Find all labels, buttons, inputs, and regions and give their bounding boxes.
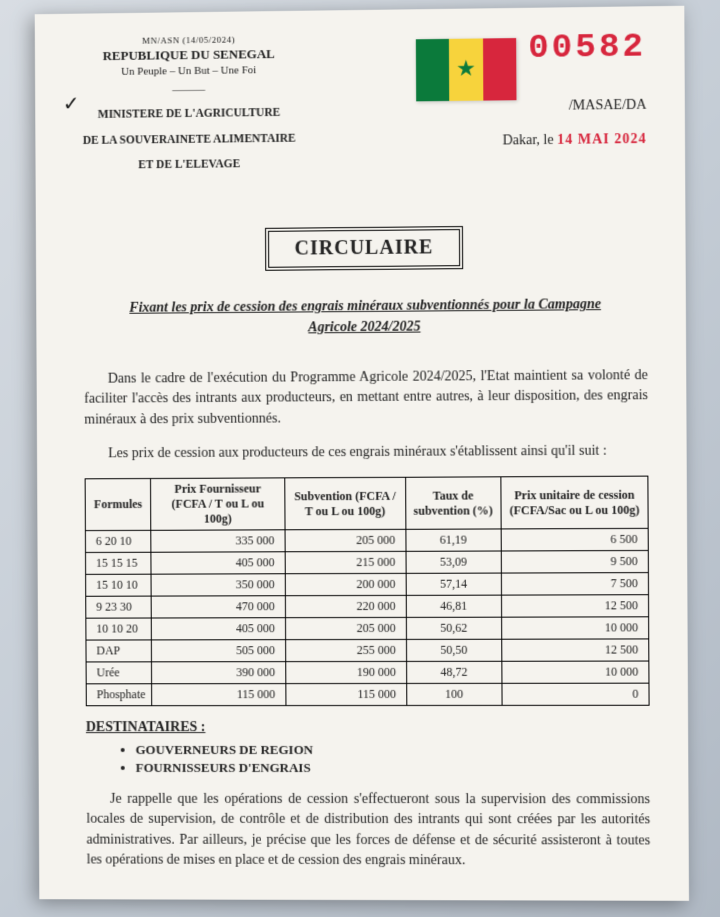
table-row: Urée390 000190 00048,7210 000 [86,661,649,684]
table-cell: 470 000 [151,596,285,618]
table-cell: 15 15 15 [85,552,151,574]
paragraph-2: Les prix de cession aux producteurs de c… [84,441,648,464]
table-cell: 6 500 [501,528,648,551]
table-cell: 200 000 [285,573,406,595]
table-cell: 57,14 [406,573,502,595]
date-line: Dakar, le 14 MAI 2024 [385,132,646,151]
recipients-heading: DESTINATAIRES : [86,720,650,736]
table-cell: 215 000 [285,551,406,573]
paragraph-1: Dans le cadre de l'exécution du Programm… [84,366,648,430]
table-row: 10 10 20405 000205 00050,6210 000 [86,617,649,640]
document-number: 00582 [528,28,646,68]
table-cell: 7 500 [501,573,648,596]
ministry-line-2: DE LA SOUVERAINETE ALIMENTAIRE [83,132,296,150]
table-cell: 205 000 [285,618,406,640]
city-prefix: Dakar, le [503,133,558,149]
recipients-list: GOUVERNEURS DE REGION FOURNISSEURS D'ENGR… [136,742,650,776]
table-cell: 53,09 [406,551,502,573]
table-cell: 390 000 [152,662,286,684]
table-cell: 100 [406,683,502,705]
stamp-line: 00582/MASAE/DA [385,28,647,116]
table-header-cell: Taux de subvention (%) [405,477,501,530]
table-body: 6 20 10335 000205 00061,196 50015 15 154… [85,528,649,705]
header-row: MN/ASN (14/05/2024) REPUBLIQUE DU SENEGA… [82,28,646,174]
table-cell: 50,50 [406,639,502,661]
table-cell: 335 000 [151,530,285,552]
table-cell: 50,62 [406,617,502,639]
table-cell: 15 10 10 [86,574,152,596]
table-cell: 6 20 10 [85,530,151,552]
table-cell: 10 000 [502,617,649,639]
table-cell: 220 000 [285,595,406,617]
table-cell: 9 500 [501,551,648,574]
table-cell: Phosphate [86,684,152,706]
price-table: FormulesPrix Fournisseur (FCFA / T ou L … [85,476,650,707]
national-motto: Un Peuple – Un But – Une Foi [82,62,295,79]
table-header-cell: Formules [85,479,151,531]
document-page: ✓ MN/ASN (14/05/2024) REPUBLIQUE DU SENE… [35,6,689,901]
ministry-line-3: ET DE L'ELEVAGE [83,157,296,175]
table-row: Phosphate115 000115 0001000 [86,683,649,706]
table-cell: 115 000 [286,684,407,706]
table-cell: 10 000 [502,661,649,683]
table-cell: 48,72 [406,661,502,683]
table-cell: DAP [86,640,152,662]
table-cell: 12 500 [501,595,648,617]
table-header-cell: Subvention (FCFA / T ou L ou 100g) [285,477,406,530]
table-row: 15 10 10350 000200 00057,147 500 [86,573,649,597]
document-subtitle: Fixant les prix de cession des engrais m… [113,294,617,340]
table-cell: 46,81 [406,595,502,617]
table-cell: 12 500 [502,639,649,661]
divider: ——— [83,81,296,98]
table-header-row: FormulesPrix Fournisseur (FCFA / T ou L … [85,476,648,530]
table-row: 15 15 15405 000215 00053,099 500 [85,551,648,575]
table-cell: 505 000 [152,640,286,662]
table-cell: 205 000 [285,529,406,551]
table-row: DAP505 000255 00050,5012 500 [86,639,649,662]
table-cell: 10 10 20 [86,618,152,640]
letterhead: MN/ASN (14/05/2024) REPUBLIQUE DU SENEGA… [82,33,296,175]
table-cell: 0 [502,683,649,705]
table-cell: 115 000 [152,684,286,706]
table-cell: 405 000 [152,618,286,640]
checkmark-icon: ✓ [63,91,80,116]
recipient-item: FOURNISSEURS D'ENGRAIS [136,760,650,776]
paragraph-3: Je rappelle que les opérations de cessio… [86,790,650,872]
stamp-area: 00582/MASAE/DA Dakar, le 14 MAI 2024 [385,28,647,150]
table-cell: 190 000 [286,662,407,684]
table-cell: 350 000 [151,574,285,596]
table-header-cell: Prix Fournisseur (FCFA / T ou L ou 100g) [151,478,285,530]
table-cell: 9 23 30 [86,596,152,618]
table-header-cell: Prix unitaire de cession (FCFA/Sac ou L … [501,476,648,529]
ministry-line-1: MINISTERE DE L'AGRICULTURE [83,106,296,124]
table-cell: 405 000 [151,552,285,574]
table-cell: 255 000 [285,640,406,662]
document-number-suffix: /MASAE/DA [569,98,647,114]
table-row: 9 23 30470 000220 00046,8112 500 [86,595,649,618]
table-cell: Urée [86,662,152,684]
recipient-item: GOUVERNEURS DE REGION [136,742,650,758]
table-cell: 61,19 [406,529,502,551]
country-name: REPUBLIQUE DU SENEGAL [82,45,295,65]
stamp-date: 14 MAI 2024 [557,132,647,148]
senegal-flag-icon [416,38,517,101]
table-row: 6 20 10335 000205 00061,196 500 [85,528,648,552]
document-title: CIRCULAIRE [265,226,464,271]
